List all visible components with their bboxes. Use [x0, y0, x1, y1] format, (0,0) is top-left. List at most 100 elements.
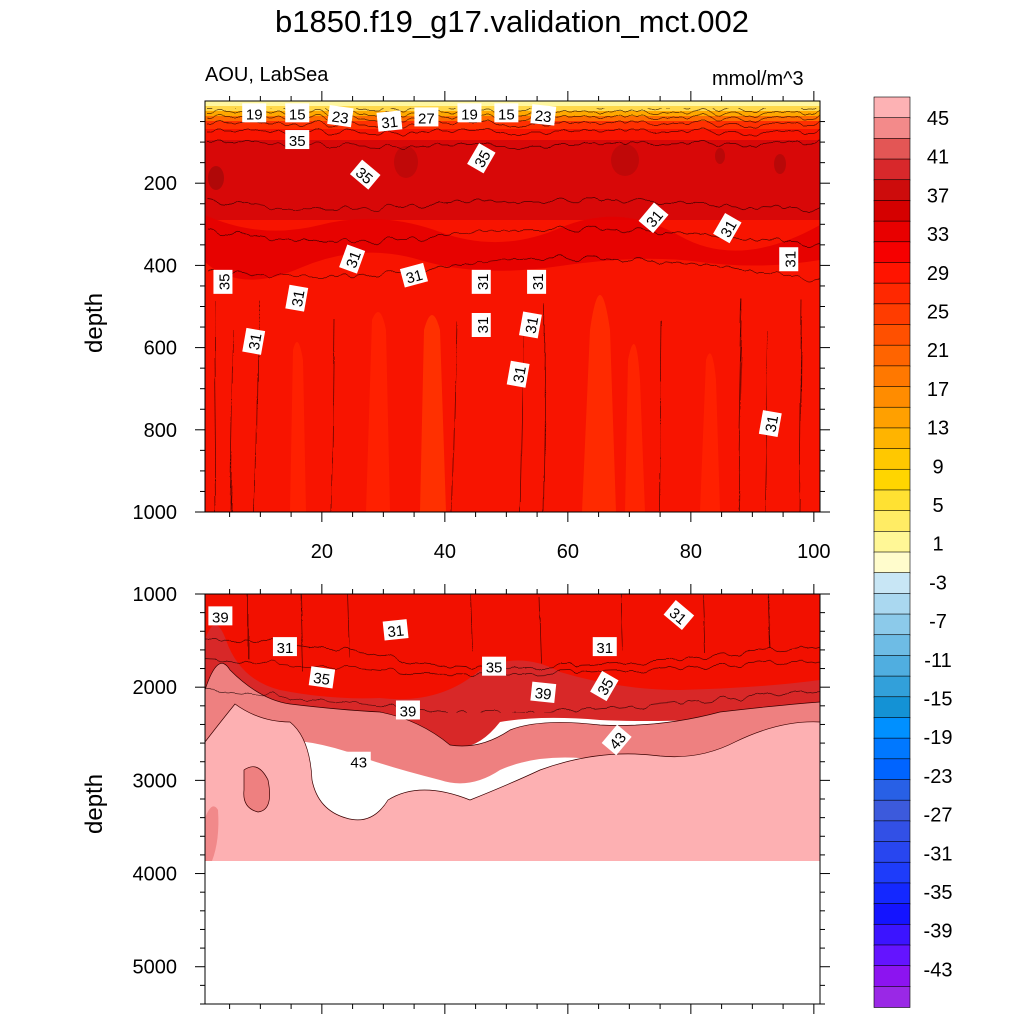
contour-label: 31 [779, 247, 799, 272]
colorbar-swatch [873, 923, 911, 946]
contour-label: 31 [758, 410, 782, 438]
contour-label-text: 31 [343, 249, 365, 270]
colorbar-swatch [873, 696, 911, 719]
contour-label: 23 [327, 105, 354, 128]
contour-label-text: 35 [216, 273, 233, 290]
contour-label: 31 [713, 213, 742, 244]
contour-label-box [592, 637, 617, 657]
contour-label-text: 23 [331, 109, 350, 128]
colorbar-swatch [873, 634, 911, 657]
contour-label-box [349, 159, 381, 190]
colorbar-swatch [873, 779, 911, 801]
colorbar-label: 25 [927, 302, 949, 324]
contour-label-text: 31 [718, 218, 741, 241]
colorbar-label: 17 [927, 379, 949, 401]
contour-label-box [242, 103, 267, 123]
colorbar-swatch [873, 717, 911, 739]
contour-label: 35 [308, 666, 336, 689]
colorbar-label: 29 [927, 263, 949, 285]
colorbar-swatch [873, 655, 911, 677]
upper-x-tick-label: 20 [311, 541, 333, 563]
colorbar-swatch [873, 820, 911, 843]
contour-label-text: 31 [782, 251, 799, 268]
contour-label-box [457, 103, 482, 123]
contour-label-box [471, 269, 491, 294]
contour-label-text: 35 [595, 676, 618, 699]
colorbar-swatch [873, 262, 911, 284]
contour-label: 35 [285, 130, 310, 150]
colorbar-swatch [873, 365, 911, 388]
contour-label-text: 15 [498, 106, 515, 123]
upper-y-tick-label: 400 [144, 255, 177, 277]
colorbar-swatch [873, 489, 911, 512]
contour-label: 31 [527, 269, 547, 294]
lower-y-tick-label: 1000 [133, 584, 178, 606]
upper-x-tick-label: 60 [557, 541, 579, 563]
contour-label-text: 31 [380, 114, 398, 133]
colorbar-swatch [873, 903, 911, 926]
contour-label-box [395, 700, 420, 720]
colorbar-swatch [873, 986, 911, 1008]
upper-y-tick-label: 600 [144, 338, 177, 360]
contour-label: 39 [208, 606, 233, 626]
contour-label: 39 [395, 700, 420, 720]
contour-label: 31 [592, 637, 617, 657]
contour-label: 31 [638, 202, 669, 234]
colorbar-label: 37 [927, 185, 949, 207]
contour-label-box [327, 105, 354, 128]
contour-label-box [376, 110, 403, 132]
contour-label-text: 39 [400, 703, 417, 720]
contour-label-box [663, 600, 695, 631]
contour-label-box [208, 606, 233, 626]
lower-y-tick-label: 3000 [133, 770, 178, 792]
contour-label: 31 [471, 312, 492, 337]
upper-y-tick-label: 800 [144, 420, 177, 442]
colorbar-swatch [873, 510, 911, 533]
contour-label: 23 [530, 104, 557, 126]
contour-label-text: 39 [534, 685, 552, 704]
colorbar-label: 9 [932, 456, 943, 478]
colorbar-swatch [873, 158, 911, 181]
colorbar-label: -19 [924, 727, 953, 749]
contour-label-text: 31 [523, 316, 543, 335]
contour-label-text: 31 [530, 273, 547, 290]
colorbar-swatch [873, 179, 911, 202]
contour-label-box [467, 143, 496, 174]
contour-label: 15 [494, 103, 519, 123]
colorbar-swatch [873, 944, 911, 967]
colorbar-swatch [873, 117, 911, 140]
contour-label-box [713, 213, 742, 244]
contour-label: 31 [471, 269, 492, 294]
lower-y-tick-label: 5000 [133, 957, 178, 979]
colorbar-swatch [873, 468, 911, 491]
colorbar-label: 41 [927, 147, 949, 169]
colorbar-swatch [873, 344, 911, 367]
contour-label-box [285, 284, 309, 312]
colorbar-swatch [873, 965, 911, 988]
contour-label-box [779, 247, 799, 272]
lower-y-tick-label: 2000 [133, 677, 178, 699]
colorbar-label: -15 [924, 689, 953, 711]
contour-label: 19 [242, 103, 267, 123]
contour-label: 19 [457, 103, 482, 123]
colorbar-swatch [873, 386, 911, 409]
colorbar-label: 33 [927, 224, 949, 246]
colorbar-label: 13 [927, 418, 949, 440]
contour-label-box [506, 360, 530, 388]
contour-label: 31 [663, 600, 695, 631]
contour-label-text: 35 [486, 660, 503, 677]
colorbar-swatch [873, 138, 911, 160]
contour-label: 31 [242, 327, 266, 355]
contour-label-box [382, 619, 409, 641]
contour-label: 31 [399, 262, 429, 287]
contour-label-box [519, 311, 542, 339]
contour-label: 31 [376, 110, 403, 133]
contour-label: 35 [482, 656, 507, 677]
contour-label-box [242, 327, 266, 355]
colorbar-swatch [873, 613, 911, 636]
contour-label-text: 31 [277, 640, 294, 657]
contour-label-text: 31 [387, 623, 405, 642]
contour-label-text: 31 [762, 414, 782, 433]
contour-label-box [272, 637, 297, 657]
